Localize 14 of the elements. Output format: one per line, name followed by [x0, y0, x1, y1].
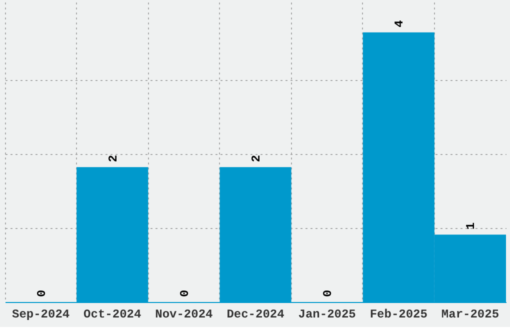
- data-label: 4: [392, 20, 407, 28]
- data-label: 2: [250, 154, 264, 162]
- x-tick-label: Jan-2025: [298, 308, 356, 322]
- data-label: 0: [34, 290, 49, 297]
- data-label: 2: [106, 154, 120, 162]
- x-tick-label: Feb-2025: [370, 308, 428, 322]
- x-tick-label: Mar-2025: [441, 308, 500, 322]
- x-tick-label: Nov-2024: [155, 308, 213, 322]
- x-tick-label: Sep-2024: [12, 308, 70, 322]
- data-label: 0: [321, 290, 336, 297]
- x-tick-label: Oct-2024: [84, 308, 142, 322]
- x-tick-label: Dec-2024: [226, 308, 284, 322]
- data-label: 0: [178, 290, 192, 297]
- data-label: 1: [464, 222, 478, 230]
